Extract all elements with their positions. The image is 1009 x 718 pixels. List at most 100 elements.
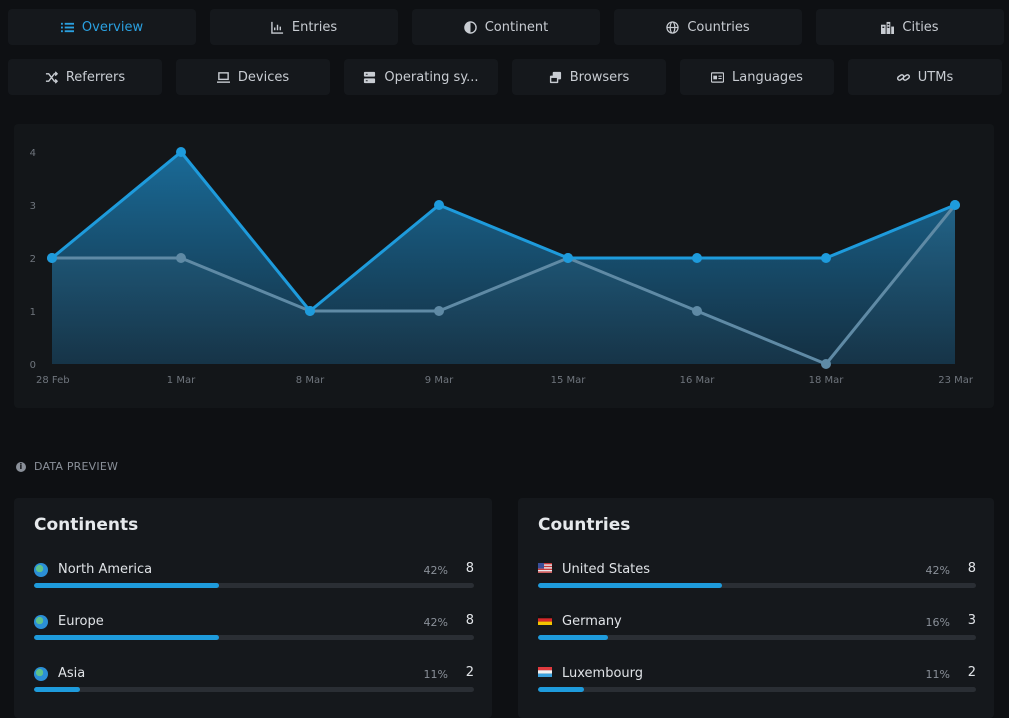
progress-bar [34, 635, 474, 640]
tab-entries[interactable]: Entries [210, 9, 398, 45]
count: 8 [967, 561, 976, 576]
list-item[interactable]: Europe 42% 8 [34, 612, 474, 642]
x-tick-label: 28 Feb [36, 375, 70, 386]
server-icon [364, 71, 376, 83]
tab-label: Continent [484, 19, 549, 35]
y-tick-label: 4 [30, 148, 36, 159]
tab-label: Referrers [65, 69, 126, 85]
list-item[interactable]: Luxembourg 11% 2 [538, 664, 976, 694]
tab-label: Operating sy... [384, 69, 479, 85]
tab-continent[interactable]: Continent [412, 9, 600, 45]
continent-name: Europe [58, 614, 104, 629]
tab-referrers[interactable]: Referrers [8, 59, 162, 95]
x-tick-label: 8 Mar [296, 375, 325, 386]
continent-name: North America [58, 562, 153, 577]
tab-utms[interactable]: UTMs [848, 59, 1002, 95]
continents-panel: Continents North America 42% 8 Europe 42… [14, 498, 492, 718]
link-icon [896, 73, 910, 81]
data-point[interactable] [305, 306, 315, 316]
y-tick-label: 0 [30, 360, 36, 371]
progress-fill [538, 635, 609, 640]
data-point[interactable] [434, 200, 444, 210]
germany-flag-icon [538, 615, 552, 625]
list-icon [60, 22, 74, 32]
info-icon: i [16, 461, 26, 472]
data-point[interactable] [563, 253, 573, 263]
tab-overview[interactable]: Overview [8, 9, 196, 45]
x-tick-label: 18 Mar [809, 375, 845, 386]
percentage: 11% [925, 668, 950, 681]
globe-half-icon [463, 20, 477, 34]
country-name: United States [562, 562, 651, 577]
tab-label: Overview [81, 19, 144, 35]
x-tick-label: 1 Mar [167, 375, 196, 386]
tab-browsers[interactable]: Browsers [512, 59, 666, 95]
count: 2 [967, 665, 976, 680]
data-point[interactable] [47, 253, 57, 263]
series-line [52, 204, 957, 366]
tab-label: Cities [902, 19, 939, 35]
data-point[interactable] [950, 200, 960, 210]
tab-cities[interactable]: Cities [816, 9, 1004, 45]
data-point[interactable] [434, 306, 444, 316]
series-line [51, 150, 956, 313]
globe-icon [34, 615, 48, 629]
data-preview-label: DATA PREVIEW [34, 460, 119, 473]
globe-icon [34, 667, 48, 681]
count: 8 [465, 613, 474, 628]
country-name: Germany [562, 614, 622, 629]
list-item[interactable]: Asia 11% 2 [34, 664, 474, 694]
progress-fill [34, 583, 219, 588]
laptop-icon [216, 71, 230, 83]
progress-bar [538, 635, 976, 640]
progress-fill [538, 687, 584, 692]
progress-bar [34, 687, 474, 692]
us-flag-icon [538, 563, 552, 573]
shuffle-icon [45, 70, 58, 84]
data-point[interactable] [692, 306, 702, 316]
country-name: Luxembourg [562, 666, 644, 681]
percentage: 42% [925, 564, 950, 577]
countries-title: Countries [538, 515, 631, 535]
tab-label: UTMs [917, 69, 954, 85]
x-tick-label: 23 Mar [938, 375, 974, 386]
tab-languages[interactable]: Languages [680, 59, 834, 95]
progress-bar [34, 583, 474, 588]
tab-operating-systems[interactable]: Operating sy... [344, 59, 498, 95]
progress-fill [34, 635, 219, 640]
x-tick-label: 16 Mar [680, 375, 716, 386]
tab-row-primary: Overview Entries Continent Countries Cit… [8, 9, 1004, 45]
data-point[interactable] [176, 147, 186, 157]
list-item[interactable]: United States 42% 8 [538, 560, 976, 590]
tab-label: Countries [687, 19, 750, 35]
continents-title: Continents [34, 515, 139, 535]
countries-panel: Countries United States 42% 8 Germany 16… [518, 498, 994, 718]
count: 2 [465, 665, 474, 680]
progress-fill [34, 687, 81, 692]
x-tick-label: 9 Mar [425, 375, 454, 386]
globe-icon [666, 20, 680, 34]
tab-label: Devices [237, 69, 290, 85]
tab-devices[interactable]: Devices [176, 59, 330, 95]
continent-name: Asia [58, 666, 86, 681]
data-point[interactable] [821, 359, 831, 369]
tab-label: Entries [291, 19, 338, 35]
data-preview-heading: i DATA PREVIEW [16, 460, 118, 473]
tab-row-secondary: Referrers Devices Operating sy... Browse… [8, 59, 1002, 95]
globe-icon [34, 563, 48, 577]
buildings-icon [881, 21, 895, 34]
tab-countries[interactable]: Countries [614, 9, 802, 45]
bar-chart-icon [271, 21, 283, 34]
visits-chart: 0 1 2 3 4 28 Feb 1 Mar 8 Mar 9 Mar 15 Mar 16 Mar 18… [14, 124, 994, 408]
count: 8 [465, 561, 474, 576]
x-tick-label: 15 Mar [551, 375, 587, 386]
data-point[interactable] [692, 253, 702, 263]
data-point[interactable] [821, 253, 831, 263]
list-item[interactable]: Germany 16% 3 [538, 612, 976, 642]
progress-bar [538, 583, 976, 588]
data-point[interactable] [176, 253, 186, 263]
language-icon [711, 71, 725, 83]
count: 3 [967, 613, 976, 628]
list-item[interactable]: North America 42% 8 [34, 560, 474, 590]
luxembourg-flag-icon [538, 667, 552, 677]
